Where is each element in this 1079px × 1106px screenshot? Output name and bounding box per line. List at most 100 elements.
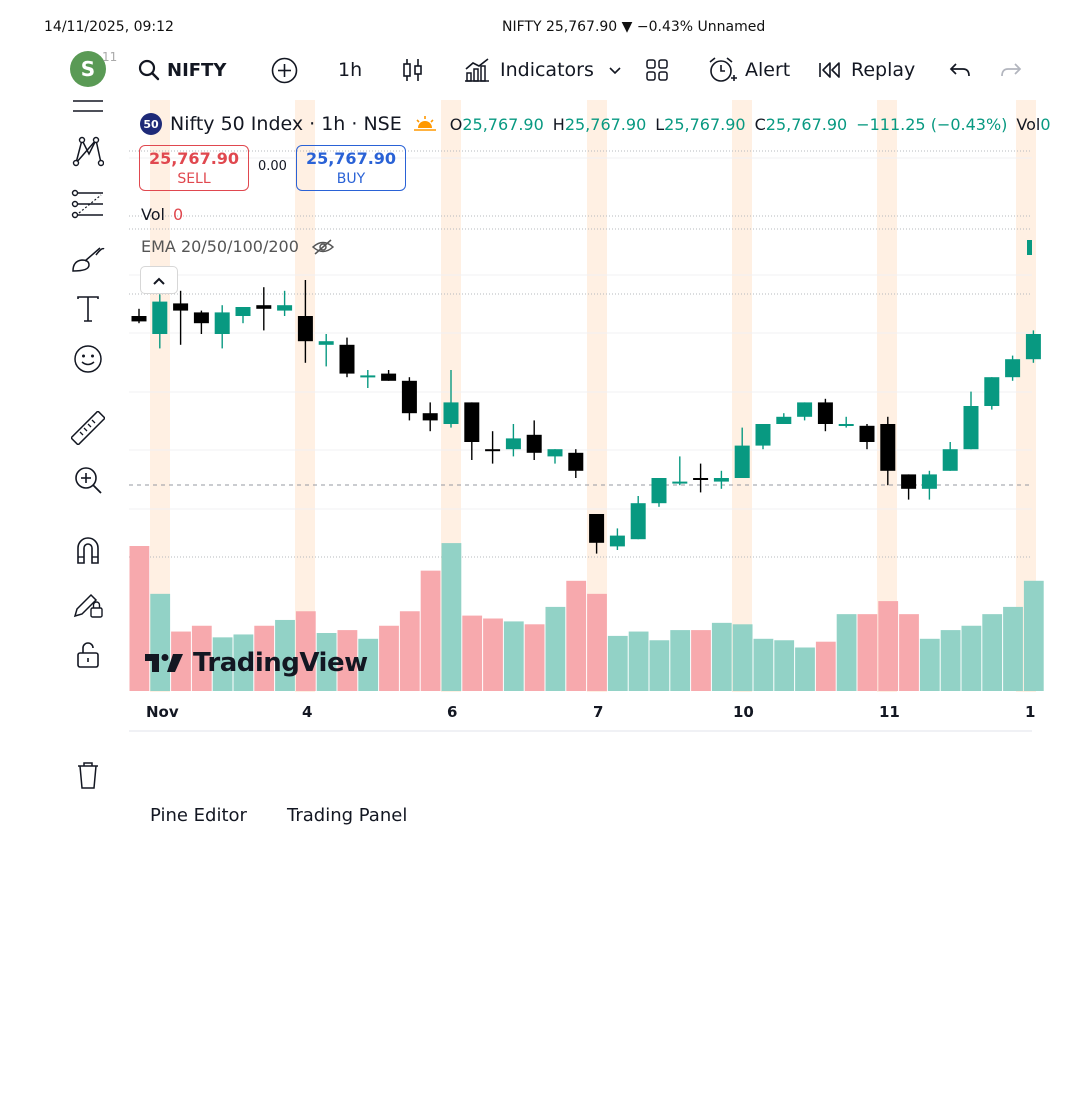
zoom-tool[interactable] bbox=[68, 462, 108, 502]
tradingview-watermark: TradingView bbox=[143, 648, 368, 678]
alert-button[interactable]: Alert bbox=[707, 54, 790, 86]
x-axis-label: 11 bbox=[879, 703, 900, 721]
candle-body bbox=[214, 312, 230, 334]
fib-tool[interactable] bbox=[68, 186, 108, 226]
lock-tool[interactable] bbox=[68, 637, 108, 677]
alarm-clock-icon bbox=[707, 56, 737, 84]
candle-body bbox=[755, 424, 771, 446]
buy-label: BUY bbox=[336, 171, 366, 187]
remove-drawings-tool[interactable] bbox=[68, 757, 108, 797]
undo-button[interactable] bbox=[948, 54, 972, 86]
volume-bar bbox=[628, 631, 649, 691]
candles-icon bbox=[402, 57, 424, 83]
status-time: 14/11/2025, 09:12 bbox=[44, 19, 174, 35]
tab-pine-editor[interactable]: Pine Editor bbox=[150, 805, 247, 826]
replay-button[interactable]: Replay bbox=[818, 54, 915, 86]
ohlc-values: O 25,767.90 H 25,767.90 L 25,767.90 C 25,767… bbox=[450, 115, 1060, 134]
ema-legend[interactable]: EMA 20/50/100/200 bbox=[141, 237, 335, 256]
measure-tool[interactable] bbox=[68, 409, 108, 450]
candle-body bbox=[443, 402, 459, 424]
text-tool[interactable] bbox=[68, 291, 108, 331]
ema-legend-label: EMA 20/50/100/200 bbox=[141, 237, 299, 256]
volume-bar bbox=[587, 593, 607, 691]
close-key: C bbox=[754, 114, 766, 134]
tab-trading-panel[interactable]: Trading Panel bbox=[287, 805, 408, 826]
candle-body bbox=[568, 452, 584, 471]
volume-bar bbox=[691, 630, 711, 691]
x-axis-label: 10 bbox=[733, 703, 754, 721]
fib-retracement-icon bbox=[71, 189, 105, 223]
x-axis-label: 1 bbox=[1025, 703, 1036, 721]
emoji-tool[interactable] bbox=[68, 341, 108, 381]
indicators-button[interactable]: Indicators bbox=[463, 54, 594, 86]
volume-bar bbox=[919, 638, 940, 691]
symbol-legend[interactable]: 50 Nifty 50 Index · 1h · NSE O 25,767.90 … bbox=[140, 111, 1060, 137]
unlock-icon bbox=[75, 640, 101, 674]
session-band bbox=[587, 100, 607, 692]
candle-body bbox=[1005, 359, 1021, 378]
candle-body bbox=[734, 445, 750, 478]
volume-bar bbox=[857, 614, 878, 691]
sell-price: 25,767.90 bbox=[148, 149, 240, 168]
ruler-icon bbox=[69, 409, 107, 449]
volume-bar bbox=[233, 634, 254, 691]
volume-bar bbox=[961, 625, 982, 691]
candle-body bbox=[651, 478, 667, 504]
symbol-label: NIFTY bbox=[167, 59, 227, 81]
volume-legend[interactable]: Vol 0 bbox=[141, 205, 183, 224]
candle-body bbox=[901, 474, 917, 489]
candle-body bbox=[589, 514, 605, 543]
indicators-icon bbox=[463, 57, 491, 83]
collapse-legend-button[interactable] bbox=[140, 266, 178, 294]
tradingview-wordmark: TradingView bbox=[193, 648, 368, 678]
zoom-in-icon bbox=[73, 465, 103, 499]
lock-drawings-tool[interactable] bbox=[68, 586, 108, 626]
brush-icon bbox=[70, 243, 106, 277]
candle-body bbox=[1025, 334, 1041, 360]
candle-body bbox=[547, 449, 563, 457]
buy-button[interactable]: 25,767.90 BUY bbox=[296, 145, 406, 191]
layout-button[interactable] bbox=[645, 54, 669, 86]
candle-body bbox=[277, 305, 293, 311]
candle-body bbox=[505, 438, 521, 450]
undo-icon bbox=[948, 60, 972, 80]
interval-button[interactable]: 1h bbox=[338, 59, 363, 81]
candle-body bbox=[464, 402, 480, 442]
templates-dropdown[interactable] bbox=[607, 54, 623, 86]
brush-tool[interactable] bbox=[68, 240, 108, 280]
x-axis-label: 7 bbox=[593, 703, 604, 721]
redo-icon bbox=[999, 60, 1023, 80]
eye-hidden-icon[interactable] bbox=[311, 238, 335, 256]
volume-bar bbox=[649, 640, 670, 691]
volume-bar bbox=[711, 622, 732, 691]
chart-extras bbox=[1027, 240, 1032, 255]
candle-body bbox=[817, 402, 833, 424]
high-key: H bbox=[552, 114, 565, 134]
volume-bar bbox=[503, 621, 524, 691]
spread-value: 0.00 bbox=[258, 159, 287, 174]
crosshair-tool[interactable] bbox=[68, 90, 108, 130]
magnet-tool[interactable] bbox=[68, 532, 108, 572]
candle-body bbox=[838, 424, 854, 426]
volume-bar bbox=[878, 601, 899, 691]
volume-bar bbox=[358, 638, 379, 691]
volume-bar bbox=[254, 625, 275, 691]
session-band bbox=[295, 100, 315, 692]
volume-bar bbox=[337, 630, 358, 691]
sell-button[interactable]: 25,767.90 SELL bbox=[139, 145, 249, 191]
chart-type-button[interactable] bbox=[402, 54, 424, 86]
pattern-tool[interactable] bbox=[68, 133, 108, 173]
candle-body bbox=[193, 312, 209, 324]
candle-body bbox=[297, 316, 313, 342]
smiley-icon bbox=[73, 344, 103, 378]
volume-bar bbox=[732, 624, 753, 691]
symbol-search-button[interactable]: NIFTY bbox=[138, 54, 226, 86]
volume-bar bbox=[815, 641, 836, 691]
redo-button[interactable] bbox=[999, 54, 1023, 86]
compare-button[interactable] bbox=[271, 54, 298, 86]
candle-body bbox=[880, 424, 896, 471]
volume-bar bbox=[795, 647, 815, 691]
candle-body bbox=[131, 316, 147, 322]
avatar[interactable]: S bbox=[70, 51, 106, 87]
